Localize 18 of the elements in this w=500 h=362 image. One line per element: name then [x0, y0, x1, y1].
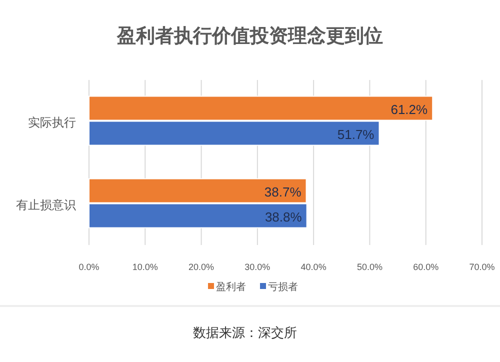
x-tick-label: 10.0%: [132, 262, 158, 272]
data-label: 51.7%: [337, 126, 375, 142]
data-label: 38.8%: [264, 209, 302, 224]
x-tick-label: 60.0%: [413, 262, 439, 272]
legend-label: 亏损者: [268, 281, 298, 293]
x-tick-label: 0.0%: [78, 262, 100, 272]
data-label: 61.2%: [390, 102, 428, 117]
x-tick-label: 40.0%: [300, 262, 326, 272]
legend-label: 盈利者: [216, 281, 246, 293]
y-tick-label: 实际执行: [28, 115, 76, 130]
y-tick-label: 有止损意识: [16, 198, 76, 212]
x-tick-label: 20.0%: [188, 262, 214, 272]
x-tick-label: 70.0%: [469, 262, 495, 272]
source-note: 数据来源：深交所: [193, 325, 297, 340]
x-tick-label: 50.0%: [356, 262, 382, 272]
data-label: 38.7%: [264, 184, 302, 200]
x-tick-label: 30.0%: [244, 262, 270, 272]
chart-title: 盈利者执行价值投资理念更到位: [116, 25, 383, 47]
